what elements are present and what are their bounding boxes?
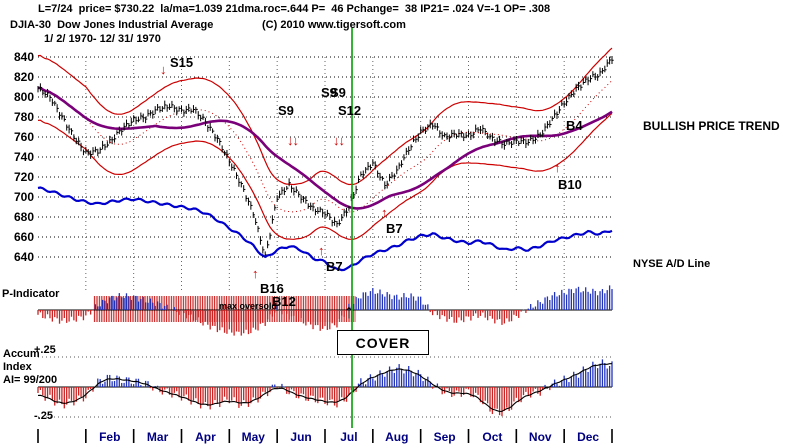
signal-label-b4: B4 [566, 118, 583, 133]
month-label: Sep [434, 430, 456, 444]
nyse-ad-line-label: NYSE A/D Line [633, 258, 711, 270]
max-oversold-label: max oversold [219, 301, 278, 311]
ai-ratio-label: AI= 99/200 [3, 374, 58, 386]
signal-label-b12: B12 [272, 294, 296, 309]
month-label: Dec [577, 430, 599, 444]
price-axis-label: 760 [14, 130, 34, 144]
date-range-label: 1/ 2/ 1970- 12/ 31/ 1970 [44, 33, 161, 45]
status-line: L=7/24 price= $730.22 la/ma=1.039 21dma.… [38, 3, 551, 15]
accum-label: Accum [3, 348, 40, 360]
price-axis-label: 780 [14, 110, 34, 124]
plus25-label: +.25 [34, 344, 56, 356]
down-arrow-icon: ↓ [160, 62, 166, 77]
price-axis-label: 820 [14, 70, 34, 84]
symbol-title: DJIA-30 Dow Jones Industrial Average [10, 19, 214, 31]
month-label: Jul [340, 430, 357, 444]
month-label: Aug [385, 430, 408, 444]
month-label: May [242, 430, 266, 444]
up-arrow-icon: ↑ [554, 160, 560, 175]
ad-line [37, 186, 613, 272]
signal-label-s12: S12 [338, 103, 362, 118]
signal-label-s15: S15 [170, 55, 194, 70]
bullish-trend-label: BULLISH PRICE TREND [643, 119, 780, 133]
month-label: Jun [290, 430, 311, 444]
cover-arrow-icon: ↑ [344, 301, 354, 323]
month-label: Feb [99, 430, 120, 444]
p-indicator-panel [37, 285, 613, 336]
signal-label-s9: S9 [278, 103, 294, 118]
down-arrow-icon: ↓↓ [333, 133, 345, 148]
signal-label-b7: B7 [386, 221, 403, 236]
signal-label-b10: B10 [558, 177, 582, 192]
cover-box[interactable]: COVER [337, 330, 429, 355]
price-axis-label: 700 [14, 190, 34, 204]
price-axis-label: 740 [14, 150, 34, 164]
up-arrow-icon: ↑ [381, 205, 387, 220]
accum-index-panel [37, 356, 613, 418]
month-label: Apr [195, 430, 216, 444]
index-label: Index [3, 361, 32, 373]
price-axis-label: 720 [14, 170, 34, 184]
month-label: Oct [482, 430, 502, 444]
price-axis-label: 680 [14, 210, 34, 224]
signal-label-b16: B16 [260, 281, 284, 296]
down-arrow-icon: ↓↓ [287, 133, 299, 148]
up-arrow-icon: ↑ [318, 243, 324, 258]
copyright-label: (C) 2010 www.tigersoft.com [262, 19, 406, 31]
price-axis-label: 660 [14, 230, 34, 244]
cover-label: COVER [355, 334, 411, 351]
up-arrow-icon: ↑ [252, 266, 258, 281]
signal-label-s9: S9 [321, 85, 337, 100]
p-indicator-label: P-Indicator [2, 288, 60, 300]
month-label: Mar [147, 430, 169, 444]
month-label: Nov [529, 430, 552, 444]
price-axis-label: 640 [14, 250, 34, 264]
price-axis-label: 800 [14, 90, 34, 104]
signal-label-b7: B7 [326, 259, 343, 274]
signal-label-s9: S9 [330, 85, 346, 100]
price-axis: 840 820 800 780 760 740 720 700 680 660 640 [14, 50, 34, 264]
price-bars [37, 55, 614, 258]
price-axis-label: 840 [14, 50, 34, 64]
minus25-label: -.25 [34, 410, 53, 422]
month-axis: Feb Mar Apr May Jun Jul Aug Sep Oct Nov Dec [37, 429, 613, 444]
